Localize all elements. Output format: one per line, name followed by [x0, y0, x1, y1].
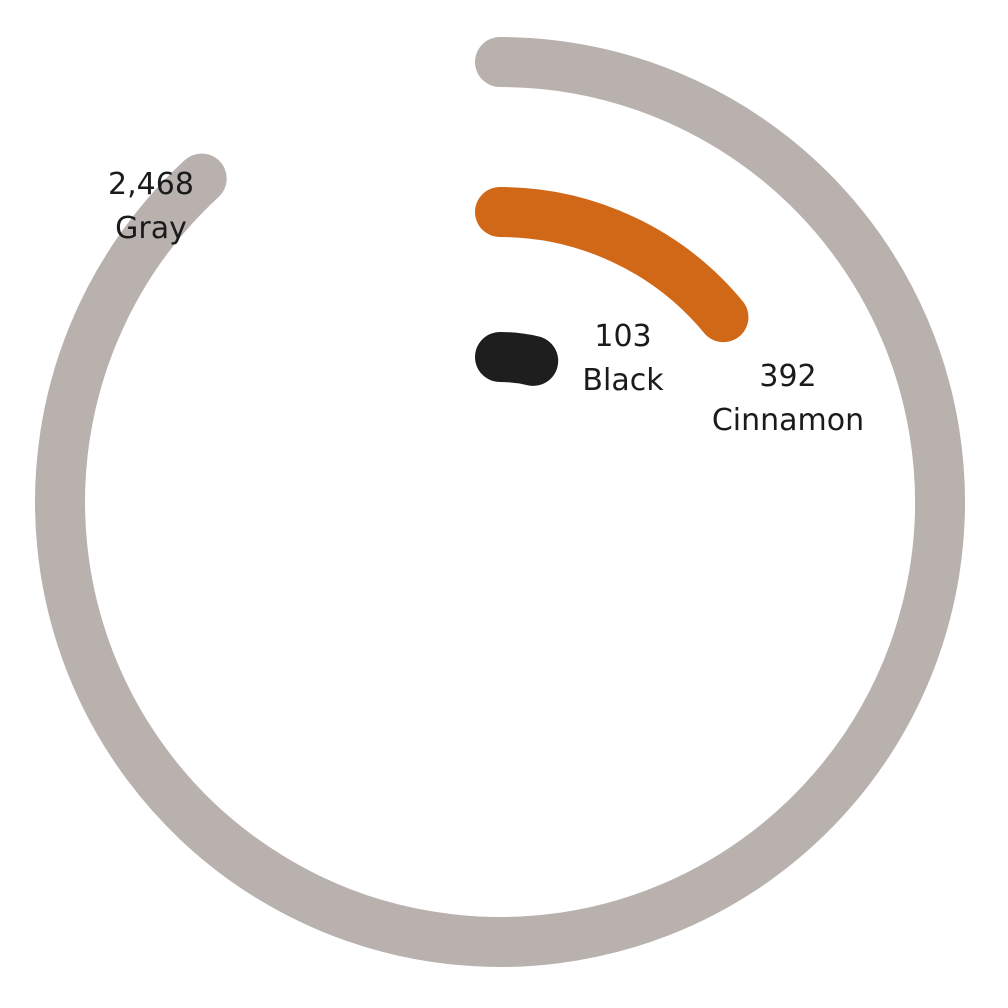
- label-gray: 2,468 Gray: [108, 163, 194, 251]
- label-gray-value: 2,468: [108, 167, 194, 202]
- arc-gray: [35, 37, 965, 967]
- arc-cinnamon: [475, 187, 749, 343]
- label-cinnamon-value: 392: [759, 359, 817, 394]
- label-black-name: Black: [582, 363, 664, 398]
- label-black: 103 Black: [582, 315, 663, 403]
- arc-black: [475, 332, 559, 386]
- label-cinnamon: 392 Cinnamon: [712, 355, 864, 443]
- label-black-value: 103: [594, 319, 652, 354]
- label-cinnamon-name: Cinnamon: [711, 403, 865, 438]
- label-gray-name: Gray: [115, 211, 187, 246]
